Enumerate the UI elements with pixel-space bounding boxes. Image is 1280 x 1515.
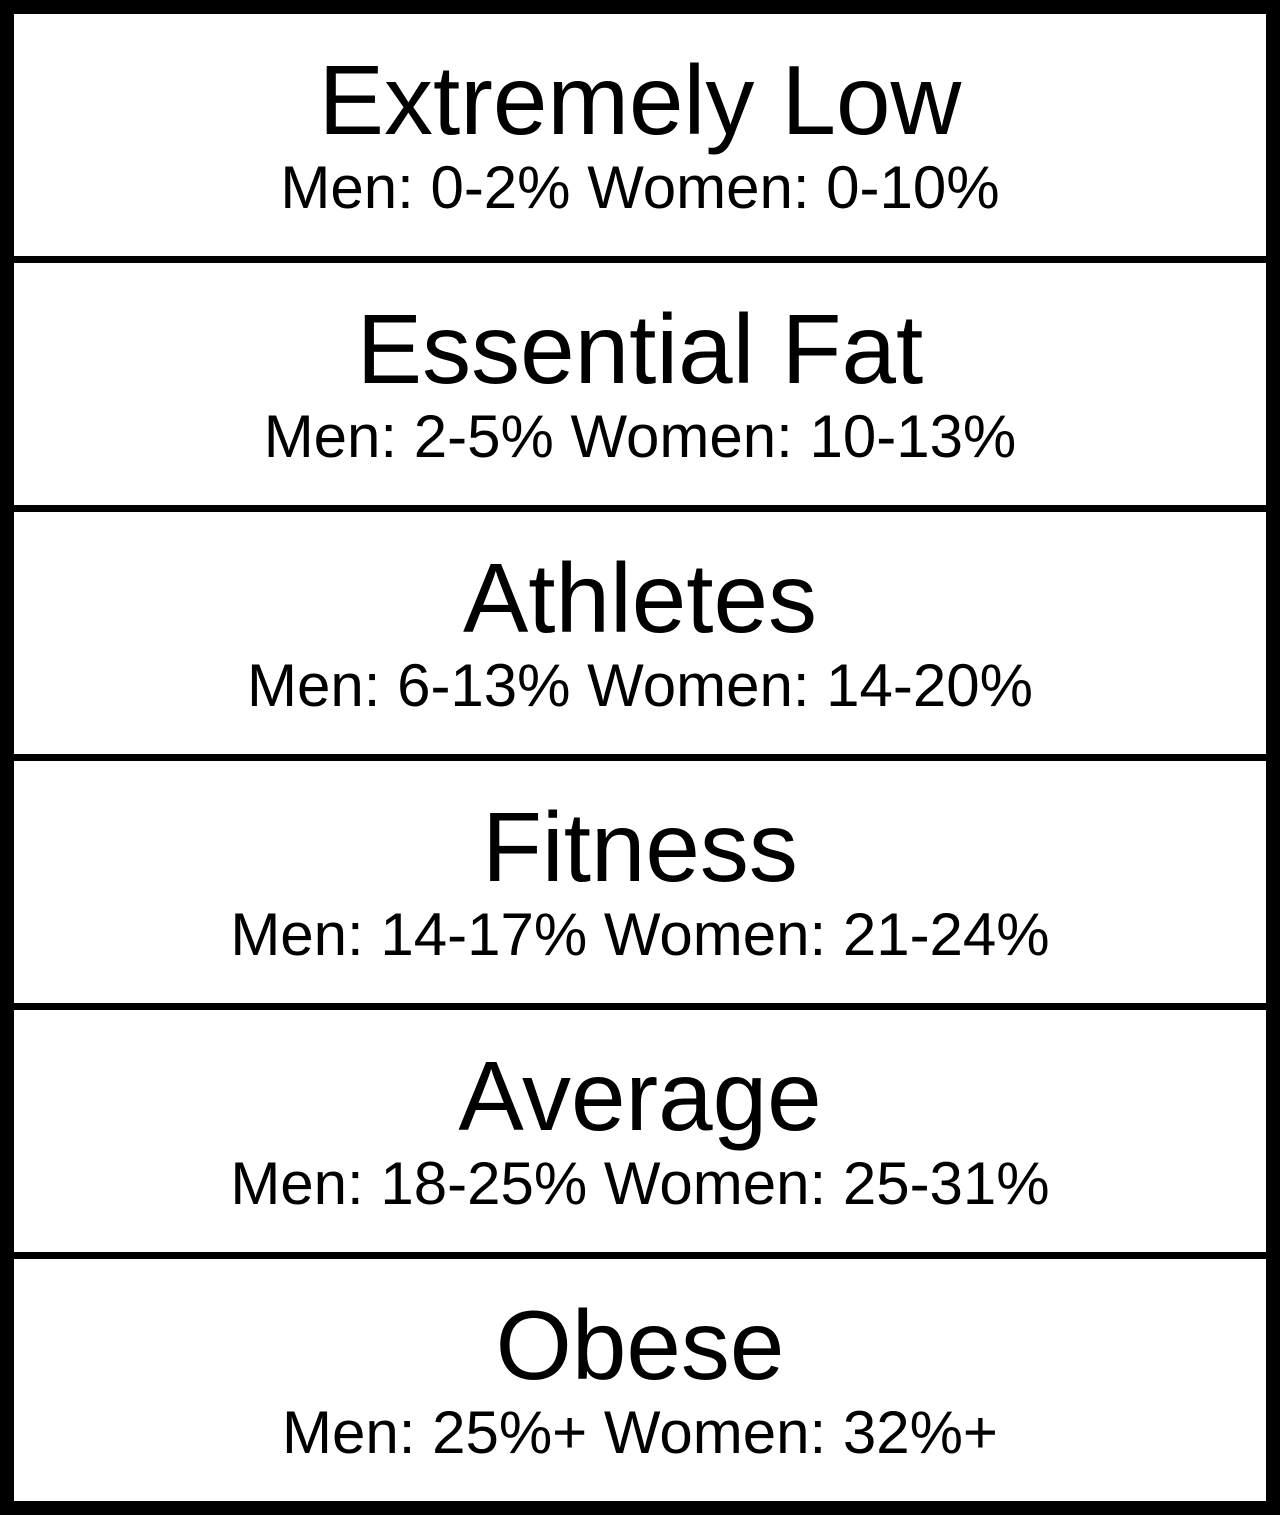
table-row: Average Men: 18-25% Women: 25-31% <box>14 1010 1266 1259</box>
table-row: Obese Men: 25%+ Women: 32%+ <box>14 1259 1266 1501</box>
table-row: Athletes Men: 6-13% Women: 14-20% <box>14 512 1266 761</box>
row-title: Average <box>458 1045 821 1148</box>
row-title: Essential Fat <box>357 298 923 401</box>
row-detail: Men: 2-5% Women: 10-13% <box>264 404 1017 470</box>
row-detail: Men: 14-17% Women: 21-24% <box>230 902 1049 968</box>
table-row: Extremely Low Men: 0-2% Women: 0-10% <box>14 14 1266 263</box>
row-title: Fitness <box>482 796 798 899</box>
row-title: Obese <box>496 1294 785 1397</box>
row-detail: Men: 0-2% Women: 0-10% <box>280 155 999 221</box>
row-detail: Men: 6-13% Women: 14-20% <box>247 653 1033 719</box>
row-detail: Men: 25%+ Women: 32%+ <box>282 1400 998 1466</box>
table-row: Essential Fat Men: 2-5% Women: 10-13% <box>14 263 1266 512</box>
row-detail: Men: 18-25% Women: 25-31% <box>230 1151 1049 1217</box>
table-row: Fitness Men: 14-17% Women: 21-24% <box>14 761 1266 1010</box>
body-fat-category-table: Extremely Low Men: 0-2% Women: 0-10% Ess… <box>0 0 1280 1515</box>
row-title: Extremely Low <box>319 49 962 152</box>
row-title: Athletes <box>463 547 817 650</box>
